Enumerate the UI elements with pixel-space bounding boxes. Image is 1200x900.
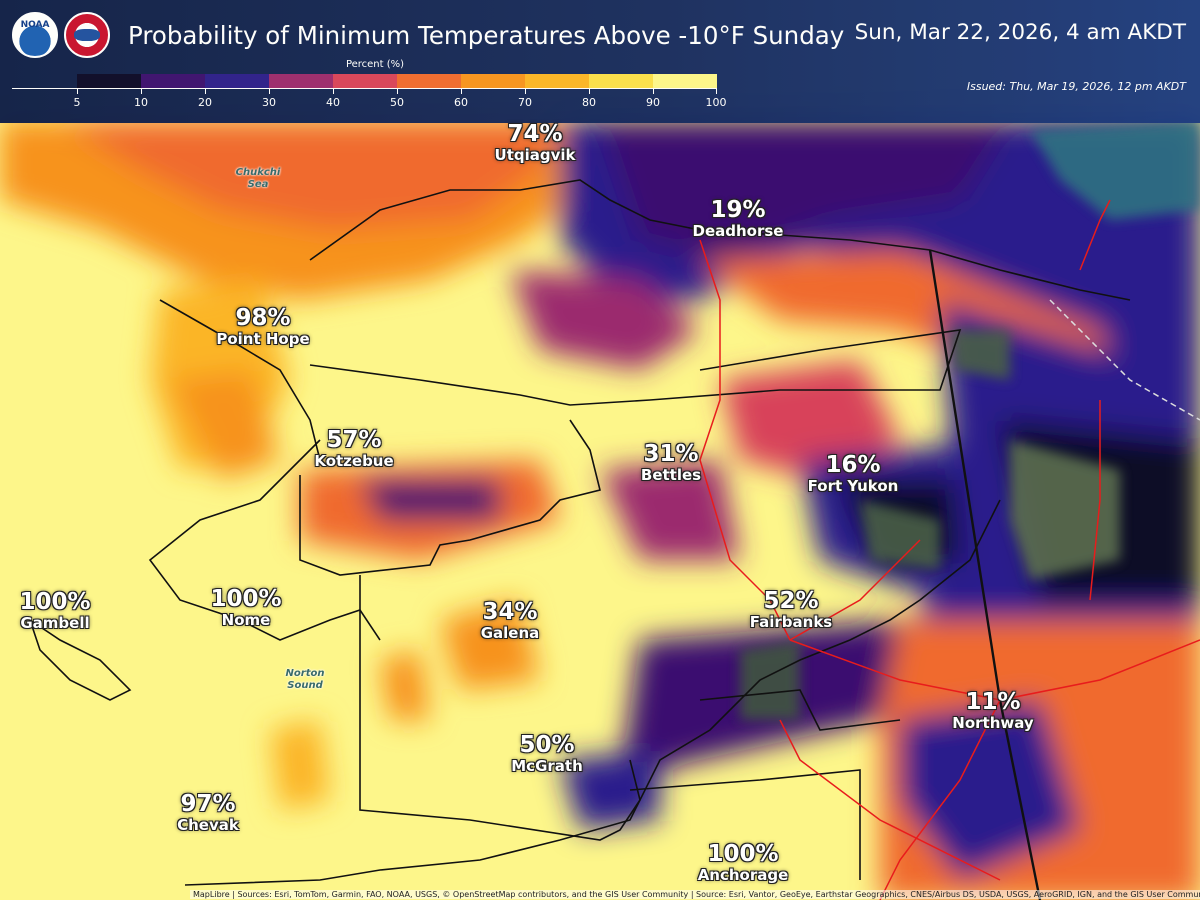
legend-tick-label: 100 — [705, 96, 727, 109]
location-name: Nome — [221, 611, 271, 629]
legend-tick-label: 20 — [198, 96, 212, 109]
location-kotzebue[interactable]: 57% Kotzebue — [314, 428, 393, 470]
location-value: 98% — [235, 305, 291, 331]
location-name: Anchorage — [697, 866, 789, 884]
location-chevak[interactable]: 97% Chevak — [177, 792, 239, 834]
border-dashed — [1049, 299, 1200, 421]
legend-tick — [716, 88, 717, 94]
legend-tick — [333, 88, 334, 94]
location-utqiagvik[interactable]: 74% Utqiagvik — [495, 122, 576, 164]
water-label-line: Norton — [285, 668, 325, 679]
location-name: Galena — [480, 624, 540, 642]
location-value: 34% — [482, 599, 538, 625]
legend-swatch-30-40 — [269, 74, 333, 88]
legend-tick-label: 50 — [390, 96, 404, 109]
legend-swatch-80-90 — [589, 74, 653, 88]
location-value: 100% — [707, 841, 779, 867]
legend-axis — [12, 88, 717, 89]
location-galena[interactable]: 34% Galena — [481, 600, 540, 642]
location-value: 50% — [519, 732, 575, 758]
location-deadhorse[interactable]: 19% Deadhorse — [693, 198, 784, 240]
valid-time: Sun, Mar 22, 2026, 4 am AKDT — [854, 20, 1186, 45]
legend-tick — [525, 88, 526, 94]
legend-tick — [653, 88, 654, 94]
legend-tick-label: 40 — [326, 96, 340, 109]
legend-swatch-50-60 — [397, 74, 461, 88]
location-value: 74% — [507, 121, 563, 147]
location-name: Gambell — [20, 614, 90, 632]
legend-tick — [205, 88, 206, 94]
location-name: Bettles — [640, 466, 702, 484]
location-fort-yukon[interactable]: 16% Fort Yukon — [808, 453, 899, 495]
legend-tick-label: 30 — [262, 96, 276, 109]
location-point-hope[interactable]: 98% Point Hope — [216, 306, 309, 348]
map-attribution[interactable]: MapLibre | Sources: Esri, TomTom, Garmin… — [190, 890, 1200, 899]
location-value: 100% — [19, 589, 91, 615]
water-label-norton-sound: Norton Sound — [286, 668, 325, 692]
location-name: Fort Yukon — [807, 477, 899, 495]
legend-tick — [589, 88, 590, 94]
issued-time: Issued: Thu, Mar 19, 2026, 12 pm AKDT — [966, 80, 1186, 93]
location-name: Fairbanks — [749, 613, 833, 631]
water-label-line: Chukchi — [235, 167, 281, 178]
location-value: 19% — [710, 197, 766, 223]
location-name: Chevak — [177, 816, 239, 834]
location-northway[interactable]: 11% Northway — [952, 690, 1033, 732]
legend-tick-label: 10 — [134, 96, 148, 109]
location-nome[interactable]: 100% Nome — [210, 587, 281, 629]
location-value: 31% — [643, 441, 699, 467]
location-name: Deadhorse — [692, 222, 784, 240]
location-fairbanks[interactable]: 52% Fairbanks — [750, 589, 832, 631]
location-anchorage[interactable]: 100% Anchorage — [698, 842, 789, 884]
location-value: 52% — [763, 588, 819, 614]
water-label-line: Sound — [287, 680, 323, 691]
location-value: 57% — [326, 427, 382, 453]
legend-swatch-5-10 — [77, 74, 141, 88]
legend-tick — [269, 88, 270, 94]
legend-color-bar — [77, 74, 717, 88]
legend-tick — [77, 88, 78, 94]
location-value: 11% — [965, 689, 1021, 715]
legend-tick — [461, 88, 462, 94]
location-name: Utqiagvik — [494, 146, 576, 164]
legend-swatch-60-70 — [461, 74, 525, 88]
legend-tick-label: 70 — [518, 96, 532, 109]
legend-swatch-90-100 — [653, 74, 717, 88]
highways — [699, 199, 1200, 900]
location-bettles[interactable]: 31% Bettles — [641, 442, 701, 484]
boundaries — [28, 179, 1131, 900]
noaa-logo-text: NOAA — [20, 20, 50, 30]
page-title: Probability of Minimum Temperatures Abov… — [128, 21, 845, 50]
location-value: 100% — [210, 586, 282, 612]
location-name: McGrath — [511, 757, 583, 775]
location-gambell[interactable]: 100% Gambell — [19, 590, 90, 632]
location-name: Point Hope — [216, 330, 310, 348]
legend-swatch-70-80 — [525, 74, 589, 88]
legend-tick — [141, 88, 142, 94]
legend-tick-label: 90 — [646, 96, 660, 109]
location-name: Northway — [952, 714, 1034, 732]
water-label-line: Sea — [247, 179, 269, 190]
location-value: 16% — [825, 452, 881, 478]
water-label-chukchi-sea: Chukchi Sea — [236, 167, 281, 191]
location-mcgrath[interactable]: 50% McGrath — [511, 733, 583, 775]
legend-title: Percent (%) — [345, 59, 405, 70]
legend-tick-label: 5 — [73, 96, 81, 109]
location-name: Kotzebue — [314, 452, 394, 470]
legend-swatch-40-50 — [333, 74, 397, 88]
location-value: 97% — [180, 791, 236, 817]
legend-swatch-20-30 — [205, 74, 269, 88]
legend-tick-label: 80 — [582, 96, 596, 109]
legend-tick-label: 60 — [454, 96, 468, 109]
legend-swatch-10-20 — [141, 74, 205, 88]
land-imagery — [740, 120, 1200, 720]
legend-tick — [397, 88, 398, 94]
noaa-logo: NOAA — [12, 12, 58, 58]
nws-logo — [64, 12, 110, 58]
header-panel: NOAA Probability of Minimum Temperatures… — [0, 0, 1200, 123]
